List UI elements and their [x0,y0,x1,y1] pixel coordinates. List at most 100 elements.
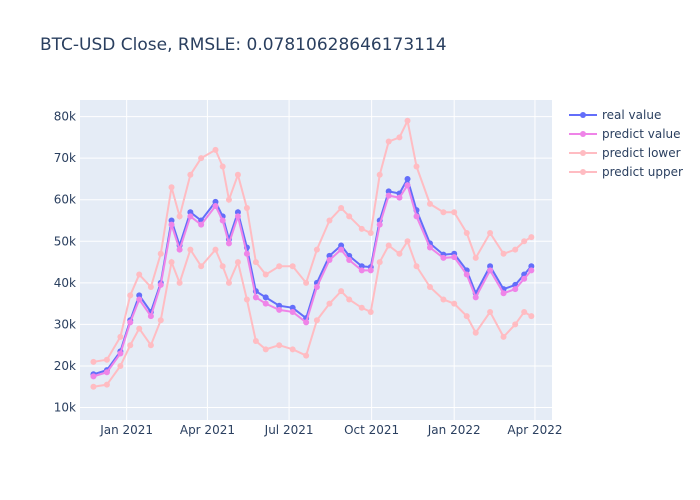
data-point [127,319,134,326]
data-point [487,263,494,270]
data-point [303,279,310,286]
data-point [500,250,507,257]
data-point [487,229,494,236]
data-point [346,213,353,220]
data-point [117,333,124,340]
data-point [500,333,507,340]
series-line [93,117,532,363]
x-tick-label: Jan 2022 [427,423,481,437]
legend-label: predict value [602,127,681,141]
data-point [326,217,333,224]
data-point [212,198,219,205]
legend-item: real value [569,108,661,122]
data-point [426,284,433,291]
data-point [521,238,528,245]
y-tick-label: 70k [54,151,76,165]
data-point [512,246,519,253]
data-point [103,381,110,388]
data-point [187,213,194,220]
series-predict-upper [90,117,535,365]
x-axis: Jan 2021 Apr 2021 Jul 2021 Oct 2021 Jan 2022… [99,423,562,437]
data-point [376,221,383,228]
data-point [413,163,420,170]
data-point [157,317,164,324]
data-point [303,319,310,326]
y-tick-label: 20k [54,359,76,373]
data-point [413,263,420,270]
data-point [234,209,241,216]
legend-label: predict upper [602,165,683,179]
series-predict-value [90,182,535,380]
data-point [426,200,433,207]
series-layer [90,117,535,390]
legend-item: predict upper [569,165,683,179]
data-point [252,338,259,345]
data-point [385,188,392,195]
data-point [463,313,470,320]
data-point [487,267,494,274]
data-point [198,155,205,162]
data-point [136,325,143,332]
data-point [338,288,345,295]
data-point [472,254,479,261]
data-point [451,254,458,261]
data-point [367,308,374,315]
data-point [157,250,164,257]
data-point [289,304,296,311]
data-point [198,221,205,228]
data-point [276,342,283,349]
data-point [176,246,183,253]
data-point [396,250,403,257]
data-point [358,304,365,311]
data-point [376,259,383,266]
data-point [212,202,219,209]
x-tick-label: Apr 2022 [507,423,562,437]
data-point [212,146,219,153]
data-point [90,373,97,380]
data-point [528,267,535,274]
data-point [219,217,226,224]
data-point [472,329,479,336]
data-point [187,246,194,253]
x-tick-label: Oct 2021 [344,423,399,437]
data-point [289,346,296,353]
data-point [187,209,194,216]
y-axis: 10k 20k 30k 40k 50k 60k 70k 80k [54,110,76,415]
data-point [528,313,535,320]
legend-label: real value [602,108,661,122]
data-point [90,383,97,390]
data-point [487,308,494,315]
data-point [136,296,143,303]
data-point [168,221,175,228]
data-point [136,292,143,299]
data-point [512,286,519,293]
data-point [219,163,226,170]
data-point [289,308,296,315]
data-point [346,296,353,303]
data-point [219,263,226,270]
data-point [338,246,345,253]
data-point [358,263,365,270]
data-point [198,263,205,270]
data-point [521,275,528,282]
data-point [440,209,447,216]
data-point [313,284,320,291]
data-point [168,217,175,224]
data-point [528,234,535,241]
data-point [243,296,250,303]
data-point [234,259,241,266]
data-point [346,257,353,263]
data-point [262,346,269,353]
data-point [313,246,320,253]
data-point [385,192,392,199]
data-point [451,300,458,307]
data-point [500,290,507,297]
data-point [404,117,411,124]
data-point [451,209,458,216]
data-point [338,242,345,249]
chart-title: BTC-USD Close, RMSLE: 0.0781062864617311… [40,35,447,55]
data-point [521,308,528,315]
series-line [93,182,533,378]
data-point [404,238,411,245]
